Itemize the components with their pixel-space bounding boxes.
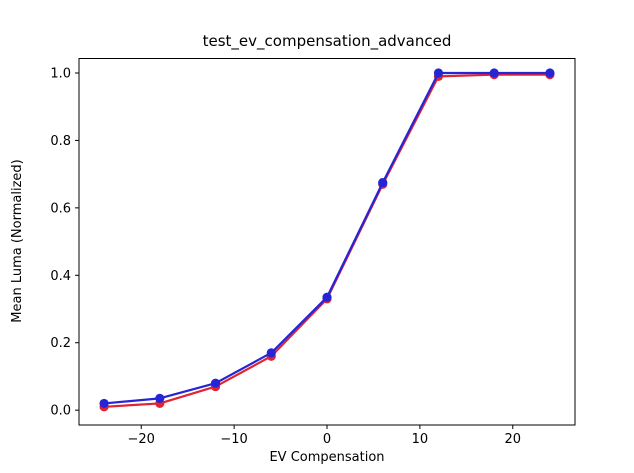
- y-tick-label: 0.0: [50, 404, 71, 419]
- x-axis-label: EV Compensation: [269, 450, 384, 465]
- x-tick-label: 20: [504, 432, 521, 447]
- blue-series-line: [102, 71, 552, 405]
- plot-border: [78, 58, 576, 426]
- y-tick-label: 0.6: [50, 201, 71, 216]
- y-tick-label: 0.4: [50, 269, 71, 284]
- blue-series-marker: [433, 68, 444, 78]
- x-tick-label: 0: [323, 432, 331, 447]
- x-tick-label: −10: [220, 432, 247, 447]
- blue-series-marker: [155, 393, 165, 403]
- blue-series-marker: [378, 177, 388, 188]
- blue-series-marker: [545, 68, 555, 78]
- x-tick-label: −20: [128, 432, 155, 447]
- y-tick-label: 0.2: [50, 336, 71, 351]
- y-tick-label: 0.8: [50, 134, 71, 149]
- y-axis-label: Mean Luma (Normalized): [10, 159, 25, 322]
- blue-series-marker: [266, 348, 276, 358]
- blue-series-marker: [210, 378, 221, 388]
- red-series-line: [102, 73, 552, 408]
- blue-series-marker: [99, 398, 109, 409]
- blue-series-marker: [489, 68, 499, 78]
- chart-title: test_ev_compensation_advanced: [203, 32, 452, 51]
- blue-series-marker: [322, 292, 332, 302]
- y-tick-label: 1.0: [50, 66, 71, 81]
- x-tick-label: 10: [412, 432, 429, 447]
